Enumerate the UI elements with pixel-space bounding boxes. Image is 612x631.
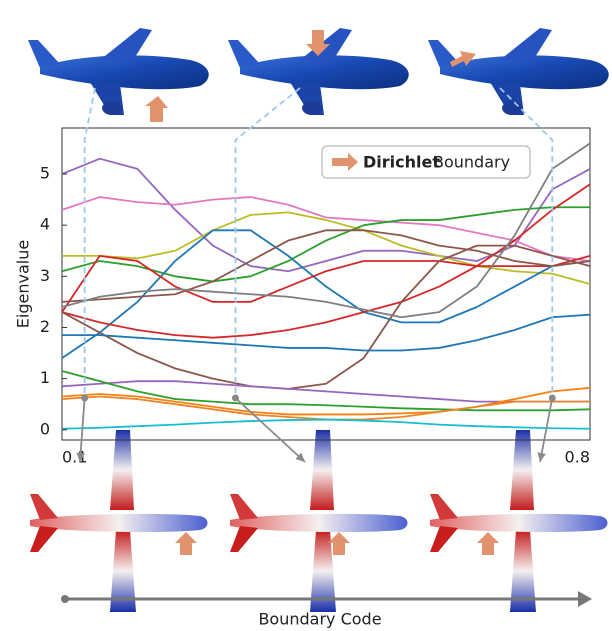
- series-line: [62, 197, 590, 261]
- airplane: [30, 430, 208, 612]
- highlight-guide: [500, 88, 552, 398]
- series-line: [62, 212, 590, 284]
- series-line: [62, 230, 590, 358]
- series-layer: [62, 143, 590, 428]
- x-axis-label: Boundary Code: [258, 610, 381, 629]
- bottom-illustrations: [30, 430, 608, 612]
- boundary-arrow: [175, 532, 197, 555]
- figure: Eigenvalue Dirichlet Boundary Boundary C…: [0, 0, 612, 631]
- arrow-start: [61, 595, 69, 603]
- y-tick-label: 3: [40, 266, 50, 285]
- boundary-arrow: [477, 532, 499, 555]
- series-line: [62, 420, 590, 429]
- y-tick-label: 2: [40, 317, 50, 336]
- x-tick-label: 0.1: [62, 448, 87, 467]
- y-tick-label: 5: [40, 164, 50, 183]
- series-line: [62, 315, 590, 351]
- x-tick-label: 0.8: [565, 448, 590, 467]
- highlight-arrow: [235, 398, 305, 462]
- y-tick-label: 1: [40, 368, 50, 387]
- airplane: [28, 28, 209, 115]
- airplane: [230, 430, 408, 612]
- boundary-arrow: [145, 96, 168, 122]
- highlight-arrow: [540, 398, 552, 462]
- legend: Dirichlet Boundary: [322, 146, 530, 178]
- y-axis-label: Eigenvalue: [14, 240, 33, 328]
- top-illustrations: [28, 28, 609, 122]
- y-tick-label: 0: [40, 419, 50, 438]
- y-tick-label: 4: [40, 215, 50, 234]
- arrow-head: [578, 591, 592, 607]
- highlight-guide: [85, 88, 95, 398]
- highlight-arrow-head: [538, 452, 546, 462]
- series-line: [62, 256, 590, 312]
- airplane: [428, 28, 609, 115]
- legend-bold-text: Dirichlet: [363, 153, 440, 172]
- legend-text: Boundary: [433, 153, 510, 172]
